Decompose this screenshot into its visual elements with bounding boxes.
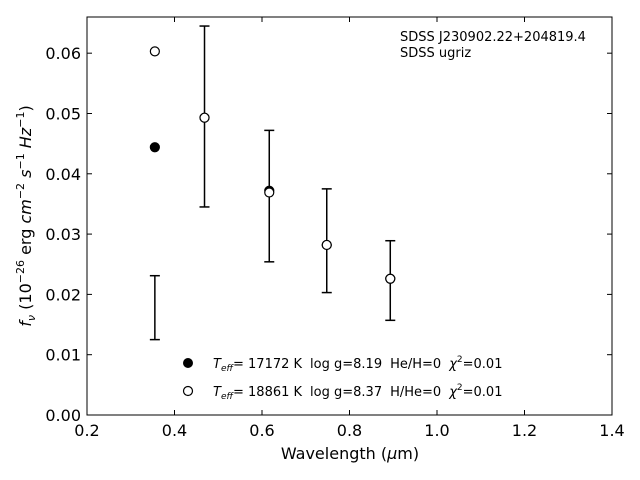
- survey-label: SDSS ugriz: [400, 46, 471, 61]
- plot-frame: [86, 16, 613, 416]
- x-tick-label: 1.2: [512, 421, 537, 440]
- model-point-open: [149, 46, 160, 57]
- plot-area: [86, 16, 613, 416]
- model-point-open: [199, 112, 210, 123]
- y-tick-label: 0.06: [45, 44, 81, 63]
- x-axis-title-main: Wavelength (: [281, 444, 387, 463]
- error-bar: [149, 274, 160, 341]
- x-tick-label: 0.4: [162, 421, 187, 440]
- x-tick-label: 1.4: [599, 421, 624, 440]
- x-tick-label: 0.8: [337, 421, 362, 440]
- data-layer: [149, 25, 396, 341]
- x-axis-title-unit-rest: m): [397, 444, 419, 463]
- x-axis-title-unit-greek: μ: [386, 444, 397, 463]
- legend-marker-open: [182, 385, 194, 397]
- y-tick-label: 0.05: [45, 104, 81, 123]
- y-tick-label: 0.03: [45, 225, 81, 244]
- y-tick-label: 0.02: [45, 285, 81, 304]
- x-axis-title: Wavelength (μm): [281, 444, 419, 463]
- y-axis-title: fν (10−26 erg cm−2 s−1 Hz−1): [14, 105, 38, 326]
- x-tick-label: 0.2: [74, 421, 99, 440]
- legend-marker-filled: [183, 358, 193, 368]
- object-name-label: SDSS J230902.22+204819.4: [400, 30, 586, 45]
- x-tick-label: 0.6: [249, 421, 274, 440]
- y-tick-label: 0.00: [45, 406, 81, 425]
- model-point-open: [385, 273, 396, 284]
- x-tick-label: 1.0: [424, 421, 449, 440]
- y-tick-label: 0.04: [45, 165, 81, 184]
- model-point-open: [321, 239, 332, 251]
- y-tick-label: 0.01: [45, 346, 81, 365]
- model-point-open: [264, 187, 275, 198]
- axis-ticks: 0.2 0.4 0.6 0.8 1.0 1.2 1.4 0.00 0.01 0.02 0.03 0.0…: [45, 17, 625, 440]
- model-point-filled: [149, 142, 160, 153]
